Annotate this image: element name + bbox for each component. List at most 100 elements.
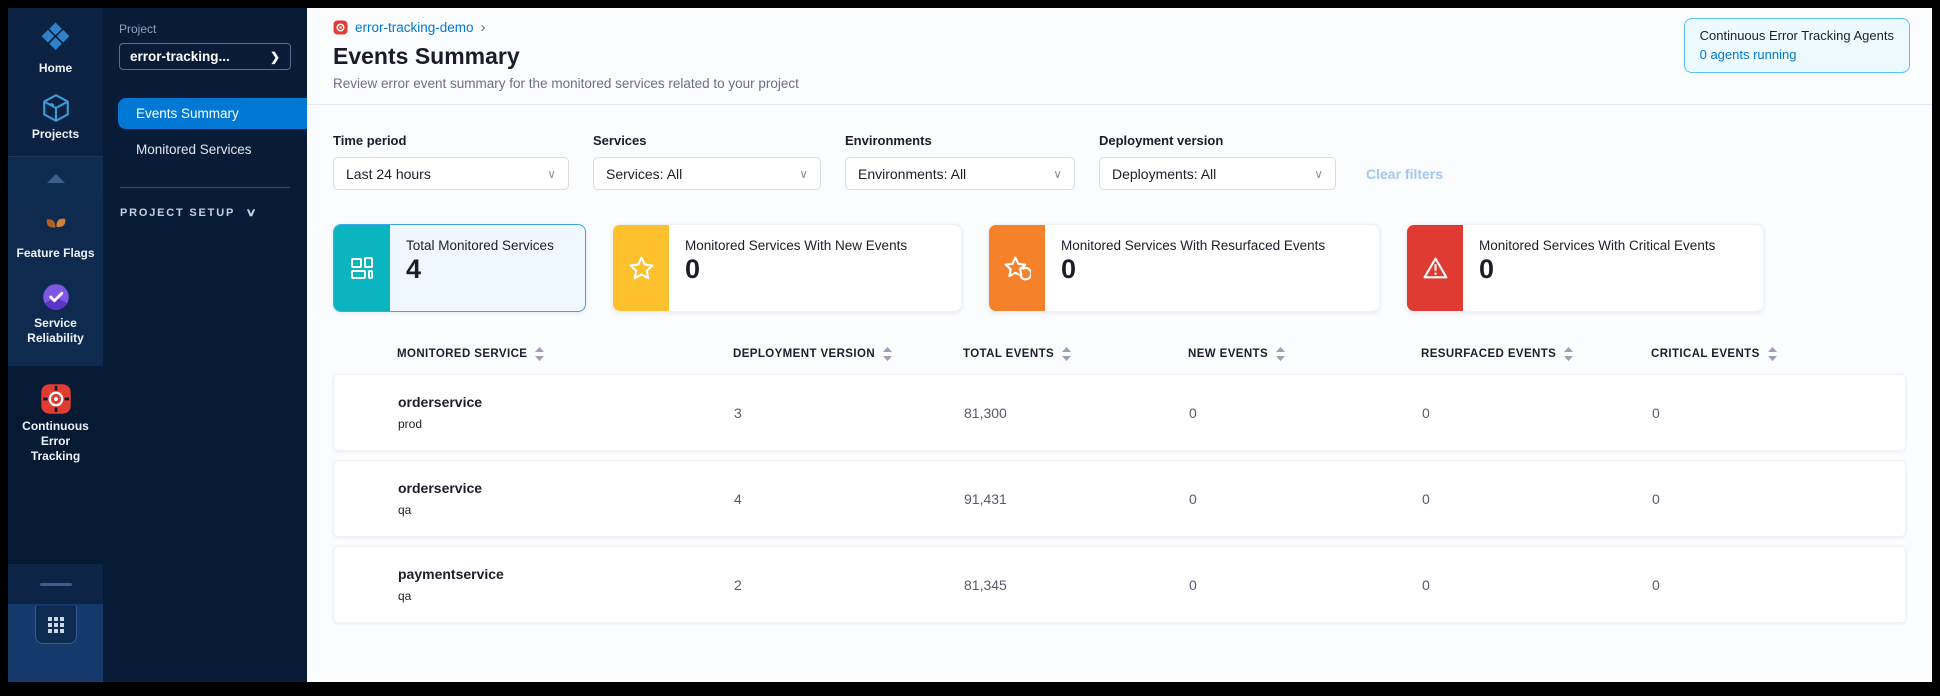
filter-label: Environments <box>845 133 932 148</box>
nav-item-projects[interactable]: Projects <box>8 92 103 142</box>
total-events-cell: 81,345 <box>964 576 1007 593</box>
column-header-monitored-service: MONITORED SERVICE <box>397 347 733 361</box>
nav-collapse-button[interactable] <box>8 157 103 199</box>
new-events-cell: 0 <box>1189 404 1197 421</box>
sidebar-divider <box>120 187 290 188</box>
column-header-critical-events: CRITICAL EVENTS <box>1651 347 1886 361</box>
column-label: TOTAL EVENTS <box>963 348 1055 360</box>
card-value: 0 <box>685 254 701 284</box>
column-header-new-events: NEW EVENTS <box>1188 347 1421 361</box>
filter-label: Services <box>593 133 647 148</box>
page-header: error-tracking-demo › Events Summary Rev… <box>307 8 1932 105</box>
column-label: RESURFACED EVENTS <box>1421 348 1557 360</box>
sort-icon[interactable] <box>1767 347 1777 361</box>
events-table: MONITORED SERVICE DEPLOYMENT VERSION TOT… <box>307 312 1932 623</box>
nav-item-label: Service Reliability <box>27 316 84 345</box>
star-refresh-icon <box>1004 256 1031 280</box>
chevron-up-icon <box>46 173 65 183</box>
chevron-down-icon: ∨ <box>245 207 257 219</box>
service-reliability-icon <box>42 284 69 310</box>
agents-running-link[interactable]: 0 agents running <box>1699 47 1797 62</box>
table-row[interactable]: paymentservice qa 2 81,345 0 0 0 <box>333 546 1906 623</box>
service-name: orderservice <box>398 394 483 410</box>
column-label: MONITORED SERVICE <box>397 348 528 360</box>
summary-cards: Total Monitored Services 4 Monitored Ser… <box>307 190 1932 312</box>
nav-item-label: Continuous Error Tracking <box>22 419 89 463</box>
environments-select[interactable]: Environments: All ∨ <box>845 157 1075 190</box>
service-cell: orderservice prod <box>398 394 734 431</box>
card-new-events[interactable]: Monitored Services With New Events 0 <box>612 224 962 312</box>
sidebar-item-monitored-services[interactable]: Monitored Services <box>136 142 252 157</box>
card-label: Monitored Services With Critical Events <box>1479 238 1716 253</box>
nav-item-continuous-error-tracking[interactable]: Continuous Error Tracking <box>8 382 103 464</box>
table-row[interactable]: orderservice prod 3 81,300 0 0 0 <box>333 374 1906 451</box>
select-value: Deployments: All <box>1112 165 1217 182</box>
filter-environments: Environments Environments: All ∨ <box>845 133 1075 190</box>
filters-bar: Time period Last 24 hours ∨ Services Ser… <box>307 105 1932 190</box>
card-critical-events[interactable]: Monitored Services With Critical Events … <box>1406 224 1764 312</box>
nav-item-feature-flags[interactable]: Feature Flags <box>8 213 103 261</box>
nav-item-label: Home <box>38 61 73 75</box>
filter-services: Services Services: All ∨ <box>593 133 821 190</box>
filter-label: Time period <box>333 133 407 148</box>
card-label: Total Monitored Services <box>406 238 554 253</box>
sort-icon[interactable] <box>535 347 545 361</box>
service-cell: paymentservice qa <box>398 566 734 603</box>
time-period-select[interactable]: Last 24 hours ∨ <box>333 157 569 190</box>
deployment-version-cell: 4 <box>734 490 742 507</box>
project-selector-value: error-tracking... <box>130 49 230 64</box>
module-switcher-button[interactable] <box>34 606 77 644</box>
table-header-row: MONITORED SERVICE DEPLOYMENT VERSION TOT… <box>333 334 1906 374</box>
chevron-down-icon: ∨ <box>1053 166 1062 181</box>
filter-time-period: Time period Last 24 hours ∨ <box>333 133 569 190</box>
column-header-resurfaced-events: RESURFACED EVENTS <box>1421 347 1651 361</box>
column-label: NEW EVENTS <box>1188 348 1269 360</box>
service-name: paymentservice <box>398 566 504 582</box>
filter-label: Deployment version <box>1099 133 1224 148</box>
column-header-total-events: TOTAL EVENTS <box>963 347 1188 361</box>
nav-cet-section: Continuous Error Tracking <box>8 366 103 564</box>
card-color-block <box>613 225 669 311</box>
sort-icon[interactable] <box>1276 347 1286 361</box>
table-row[interactable]: orderservice qa 4 91,431 0 0 0 <box>333 460 1906 537</box>
services-select[interactable]: Services: All ∨ <box>593 157 821 190</box>
main-content: error-tracking-demo › Events Summary Rev… <box>307 8 1932 682</box>
chevron-down-icon: ∨ <box>547 166 556 181</box>
critical-events-cell: 0 <box>1652 404 1660 421</box>
deployment-version-cell: 3 <box>734 404 742 421</box>
critical-events-cell: 0 <box>1652 576 1660 593</box>
card-color-block <box>989 225 1045 311</box>
total-events-cell: 91,431 <box>964 490 1007 507</box>
resurfaced-events-cell: 0 <box>1422 490 1430 507</box>
sort-icon[interactable] <box>883 347 893 361</box>
service-cell: orderservice qa <box>398 480 734 517</box>
chevron-right-icon: ❯ <box>269 49 280 64</box>
clear-filters-button[interactable]: Clear filters <box>1366 166 1444 182</box>
deployments-select[interactable]: Deployments: All ∨ <box>1099 157 1336 190</box>
card-total-monitored-services[interactable]: Total Monitored Services 4 <box>333 224 586 312</box>
project-setup-section[interactable]: PROJECT SETUP ∨ <box>120 206 290 220</box>
resurfaced-events-cell: 0 <box>1422 404 1430 421</box>
nav-dock-divider <box>8 564 103 604</box>
nav-item-home[interactable]: ❖ Home <box>8 18 103 76</box>
sort-icon[interactable] <box>1062 347 1072 361</box>
nav-top-section: ❖ Home Projects <box>8 8 103 157</box>
agents-status-card[interactable]: Continuous Error Tracking Agents 0 agent… <box>1683 18 1910 73</box>
sidebar-item-events-summary[interactable]: Events Summary <box>118 98 307 129</box>
nav-item-service-reliability[interactable]: Service Reliability <box>8 281 103 346</box>
services-grid-icon <box>351 257 373 279</box>
project-setup-label: PROJECT SETUP <box>120 206 236 219</box>
deployment-version-cell: 2 <box>734 576 742 593</box>
continuous-error-tracking-icon <box>333 20 348 35</box>
card-value: 4 <box>406 254 422 284</box>
page-title: Events Summary <box>333 43 520 69</box>
divider-handle <box>39 582 72 586</box>
sort-icon[interactable] <box>1564 347 1574 361</box>
column-label: DEPLOYMENT VERSION <box>733 348 876 360</box>
service-environment: qa <box>398 503 412 517</box>
home-icon: ❖ <box>38 17 73 59</box>
project-selector[interactable]: error-tracking... ❯ <box>119 43 291 70</box>
breadcrumb-project-link[interactable]: error-tracking-demo <box>355 20 474 35</box>
card-resurfaced-events[interactable]: Monitored Services With Resurfaced Event… <box>988 224 1380 312</box>
select-value: Last 24 hours <box>346 165 431 182</box>
